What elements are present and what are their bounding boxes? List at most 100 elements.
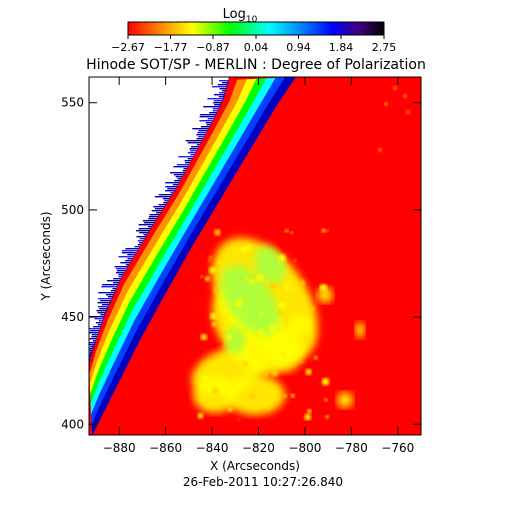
limb-speckle-mark (190, 150, 197, 152)
active-region-speck (393, 86, 397, 90)
active-region-blob (337, 392, 353, 408)
limb-speckle-mark (219, 92, 226, 94)
active-region-speck (321, 377, 330, 386)
limb-speckle-mark (147, 226, 152, 228)
active-region-speck (248, 392, 255, 400)
active-region-speck (200, 333, 207, 341)
limb-speckle-mark (138, 224, 154, 226)
limb-speckle-mark (89, 338, 97, 340)
active-region-speck (258, 328, 265, 335)
limb-speckle-mark (99, 308, 108, 310)
limb-speckle-mark (213, 94, 225, 96)
limb-speckle-mark (97, 306, 109, 308)
limb-speckle-mark (192, 128, 209, 130)
active-region-speck (219, 378, 225, 384)
active-region-speck (307, 409, 312, 414)
y-axis: 400 450 500 550 (61, 96, 421, 431)
x-tick-label: −860 (149, 441, 182, 455)
active-region-speck (299, 360, 304, 364)
limb-speckle-mark (97, 312, 106, 314)
limb-speckle-mark (164, 200, 169, 202)
active-region-speck (305, 368, 312, 376)
active-region-speck (325, 229, 329, 233)
limb-speckle-mark (90, 330, 100, 332)
limb-speckle-mark (187, 158, 193, 160)
limb-speckle-mark (173, 174, 184, 176)
active-region-speck (281, 352, 285, 357)
x-tick-label: −840 (196, 441, 229, 455)
limb-speckle-mark (89, 341, 96, 344)
limb-speckle-mark (118, 276, 122, 278)
active-region-blob (317, 287, 333, 303)
colorbar-title-subscript: 10 (246, 15, 258, 25)
limb-speckle-mark (98, 292, 115, 294)
limb-speckle-mark (89, 361, 91, 363)
limb-speckle-mark (134, 246, 140, 248)
y-tick-label: 450 (61, 310, 84, 324)
active-region-speck (231, 320, 234, 323)
limb-speckle-mark (102, 284, 119, 286)
limb-speckle-mark (196, 144, 201, 146)
limb-speckle-mark (138, 228, 151, 230)
active-region-speck (209, 255, 213, 259)
limb-speckle-mark (95, 322, 103, 324)
limb-speckle-mark (139, 232, 149, 234)
active-region-speck (310, 306, 315, 311)
limb-speckle-mark (90, 345, 95, 348)
limb-speckle-mark (187, 142, 202, 144)
x-tick-label: −820 (242, 441, 275, 455)
limb-speckle-mark (155, 208, 164, 210)
active-region-speck (256, 333, 259, 336)
limb-speckle-mark (162, 198, 170, 200)
active-region-speck (214, 229, 221, 236)
active-region-speck (241, 325, 244, 329)
limb-speckle-mark (89, 343, 95, 346)
limb-speckle-mark (183, 168, 187, 170)
colorbar-tick-label: 2.75 (372, 41, 397, 54)
limb-speckle-mark (207, 118, 214, 120)
limb-speckle-mark (217, 84, 228, 86)
limb-speckle-mark (98, 320, 104, 322)
limb-speckle-mark (143, 222, 155, 224)
limb-speckle-mark (137, 240, 144, 242)
limb-speckle-mark (200, 126, 210, 128)
active-region-speck (226, 334, 233, 341)
active-region-speck (242, 361, 248, 367)
limb-speckle-mark (196, 138, 204, 140)
limb-speckle-mark (178, 156, 194, 158)
limb-speckle-mark (139, 242, 143, 244)
y-tick-label: 500 (61, 203, 84, 217)
limb-speckle-mark (116, 270, 126, 272)
limb-speckle-mark (196, 134, 206, 136)
limb-speckle-mark (156, 212, 161, 214)
active-region-blob (267, 328, 303, 372)
active-region-speck (299, 280, 306, 287)
heatmap-image (89, 77, 421, 435)
limb-band-0 (89, 79, 239, 376)
limb-speckle-mark (89, 332, 99, 334)
limb-speckle-mark (94, 318, 104, 320)
active-region-speck (278, 301, 286, 309)
active-region-speck (243, 348, 247, 352)
limb-speckle-mark (172, 184, 179, 186)
limb-speckle-mark (100, 314, 106, 316)
limb-speckle-mark (185, 162, 191, 164)
limb-speckle-mark (218, 96, 225, 98)
active-region-speck (268, 324, 276, 332)
active-region-speck (290, 393, 295, 398)
limb-speckle-mark (175, 176, 183, 178)
limb-speckle-mark (127, 254, 136, 256)
active-region-speck (277, 309, 283, 315)
limb-speckle-mark (191, 146, 200, 148)
active-region-speck (313, 355, 318, 360)
limb-speckle-mark (98, 324, 102, 326)
limb-speckle-mark (153, 206, 165, 208)
active-region-speck (293, 289, 296, 292)
active-region-speck (406, 110, 410, 114)
limb-speckle-mark (165, 190, 175, 192)
limb-speckle-mark (221, 82, 229, 84)
active-region-speck (213, 286, 218, 292)
limb-speckle-mark (112, 288, 117, 290)
limb-speckle-mark (198, 136, 205, 138)
